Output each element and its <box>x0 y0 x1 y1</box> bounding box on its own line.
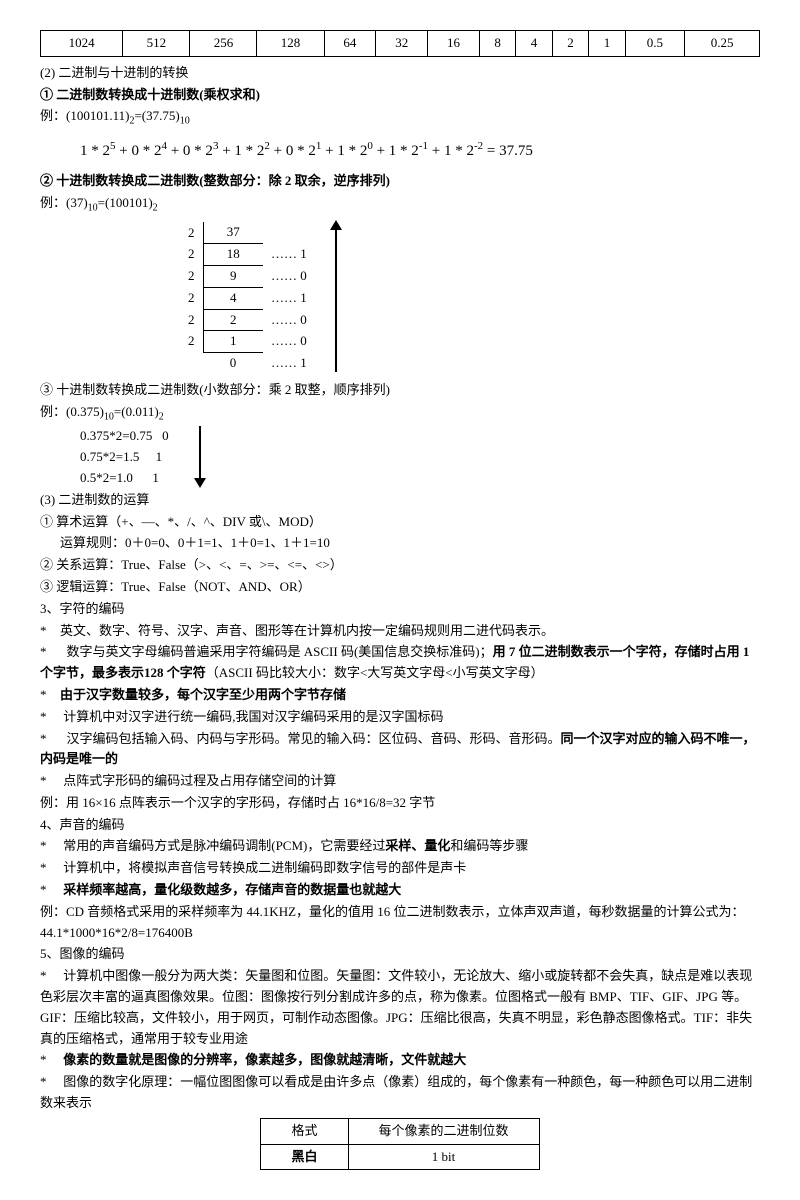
list-item: * 点阵式字形码的编码过程及占用存储空间的计算 <box>40 771 760 792</box>
list-item: * 像素的数量就是图像的分辨率，像素越多，图像就越清晰，文件就越大 <box>40 1050 760 1071</box>
cell: 1024 <box>41 31 123 57</box>
table-cell: 1 bit <box>348 1144 539 1170</box>
format-table: 格式每个像素的二进制位数 黑白1 bit <box>260 1118 539 1171</box>
text: 3、字符的编码 <box>40 599 760 620</box>
cell: 128 <box>257 31 324 57</box>
cell: 1 <box>589 31 625 57</box>
text: 4、声音的编码 <box>40 815 760 836</box>
table-cell: 黑白 <box>261 1144 348 1170</box>
list-item: * 图像的数字化原理：一幅位图图像可以看成是由许多点（像素）组成的，每个像素有一… <box>40 1072 760 1114</box>
cell: 256 <box>190 31 257 57</box>
fraction-calc: 0.375*2=0.75 0 0.75*2=1.5 1 0.5*2=1.0 1 <box>40 426 760 488</box>
heading: ① 二进制数转换成十进制数(乘权求和) <box>40 87 260 102</box>
list-item: * 采样频率越高，量化级数越多，存储声音的数据量也就越大 <box>40 880 760 901</box>
division-diagram: 237 218…… 1 29…… 0 24…… 1 22…… 0 21…… 0 … <box>180 222 760 374</box>
text: (2) 二进制与十进制的转换 <box>40 63 760 84</box>
text: (3) 二进制数的运算 <box>40 490 760 511</box>
list-item: * 计算机中图像一般分为两大类：矢量图和位图。矢量图：文件较小，无论放大、缩小或… <box>40 966 760 1049</box>
list-item: *由于汉字数量较多，每个汉字至少用两个字节存储 <box>40 685 760 706</box>
table-header: 格式 <box>261 1118 348 1144</box>
expression: 1 * 25 + 0 * 24 + 0 * 23 + 1 * 22 + 0 * … <box>40 138 760 163</box>
list-item: * 常用的声音编码方式是脉冲编码调制(PCM)，它需要经过采样、量化和编码等步骤 <box>40 836 760 857</box>
text: 运算规则：0＋0=0、0＋1=1、1＋0=1、1＋1=10 <box>40 533 760 554</box>
table-header: 每个像素的二进制位数 <box>348 1118 539 1144</box>
text: ③ 十进制数转换成二进制数(小数部分：乘 2 取整，顺序排列) <box>40 380 760 401</box>
example: 例：(37)10=(100101)2 <box>40 193 760 217</box>
text: 5、图像的编码 <box>40 944 760 965</box>
list-item: *英文、数字、符号、汉字、声音、图形等在计算机内按一定编码规则用二进代码表示。 <box>40 621 760 642</box>
cell: 8 <box>479 31 515 57</box>
cell: 0.25 <box>685 31 760 57</box>
cell: 64 <box>324 31 376 57</box>
arrow-down-icon <box>199 426 201 486</box>
cell: 16 <box>428 31 480 57</box>
powers-table: 1024 512 256 128 64 32 16 8 4 2 1 0.5 0.… <box>40 30 760 57</box>
cell: 32 <box>376 31 428 57</box>
arrow-up-icon <box>335 222 337 372</box>
cell: 4 <box>516 31 552 57</box>
list-item: * 计算机中对汉字进行统一编码,我国对汉字编码采用的是汉字国标码 <box>40 707 760 728</box>
text: ③ 逻辑运算：True、False（NOT、AND、OR） <box>40 577 760 598</box>
cell: 0.5 <box>625 31 684 57</box>
list-item: * 数字与英文字母编码普遍采用字符编码是 ASCII 码(美国信息交换标准码)；… <box>40 642 760 684</box>
list-item: * 汉字编码包括输入码、内码与字形码。常见的输入码：区位码、音码、形码、音形码。… <box>40 729 760 771</box>
text: 例：CD 音频格式采用的采样频率为 44.1KHZ，量化的值用 16 位二进制数… <box>40 902 760 944</box>
text: ① 算术运算（+、—、*、/、^、DIV 或\、MOD） <box>40 512 760 533</box>
cell: 2 <box>552 31 588 57</box>
cell: 512 <box>123 31 190 57</box>
heading: ② 十进制数转换成二进制数(整数部分：除 2 取余，逆序排列) <box>40 173 390 188</box>
example: 例：(100101.11)2=(37.75)10 <box>40 106 760 130</box>
list-item: * 计算机中，将模拟声音信号转换成二进制编码即数字信号的部件是声卡 <box>40 858 760 879</box>
text: ② 关系运算：True、False（>、<、=、>=、<=、<>） <box>40 555 760 576</box>
text: 例：用 16×16 点阵表示一个汉字的字形码，存储时占 16*16/8=32 字… <box>40 793 760 814</box>
example: 例：(0.375)10=(0.011)2 <box>40 402 760 426</box>
